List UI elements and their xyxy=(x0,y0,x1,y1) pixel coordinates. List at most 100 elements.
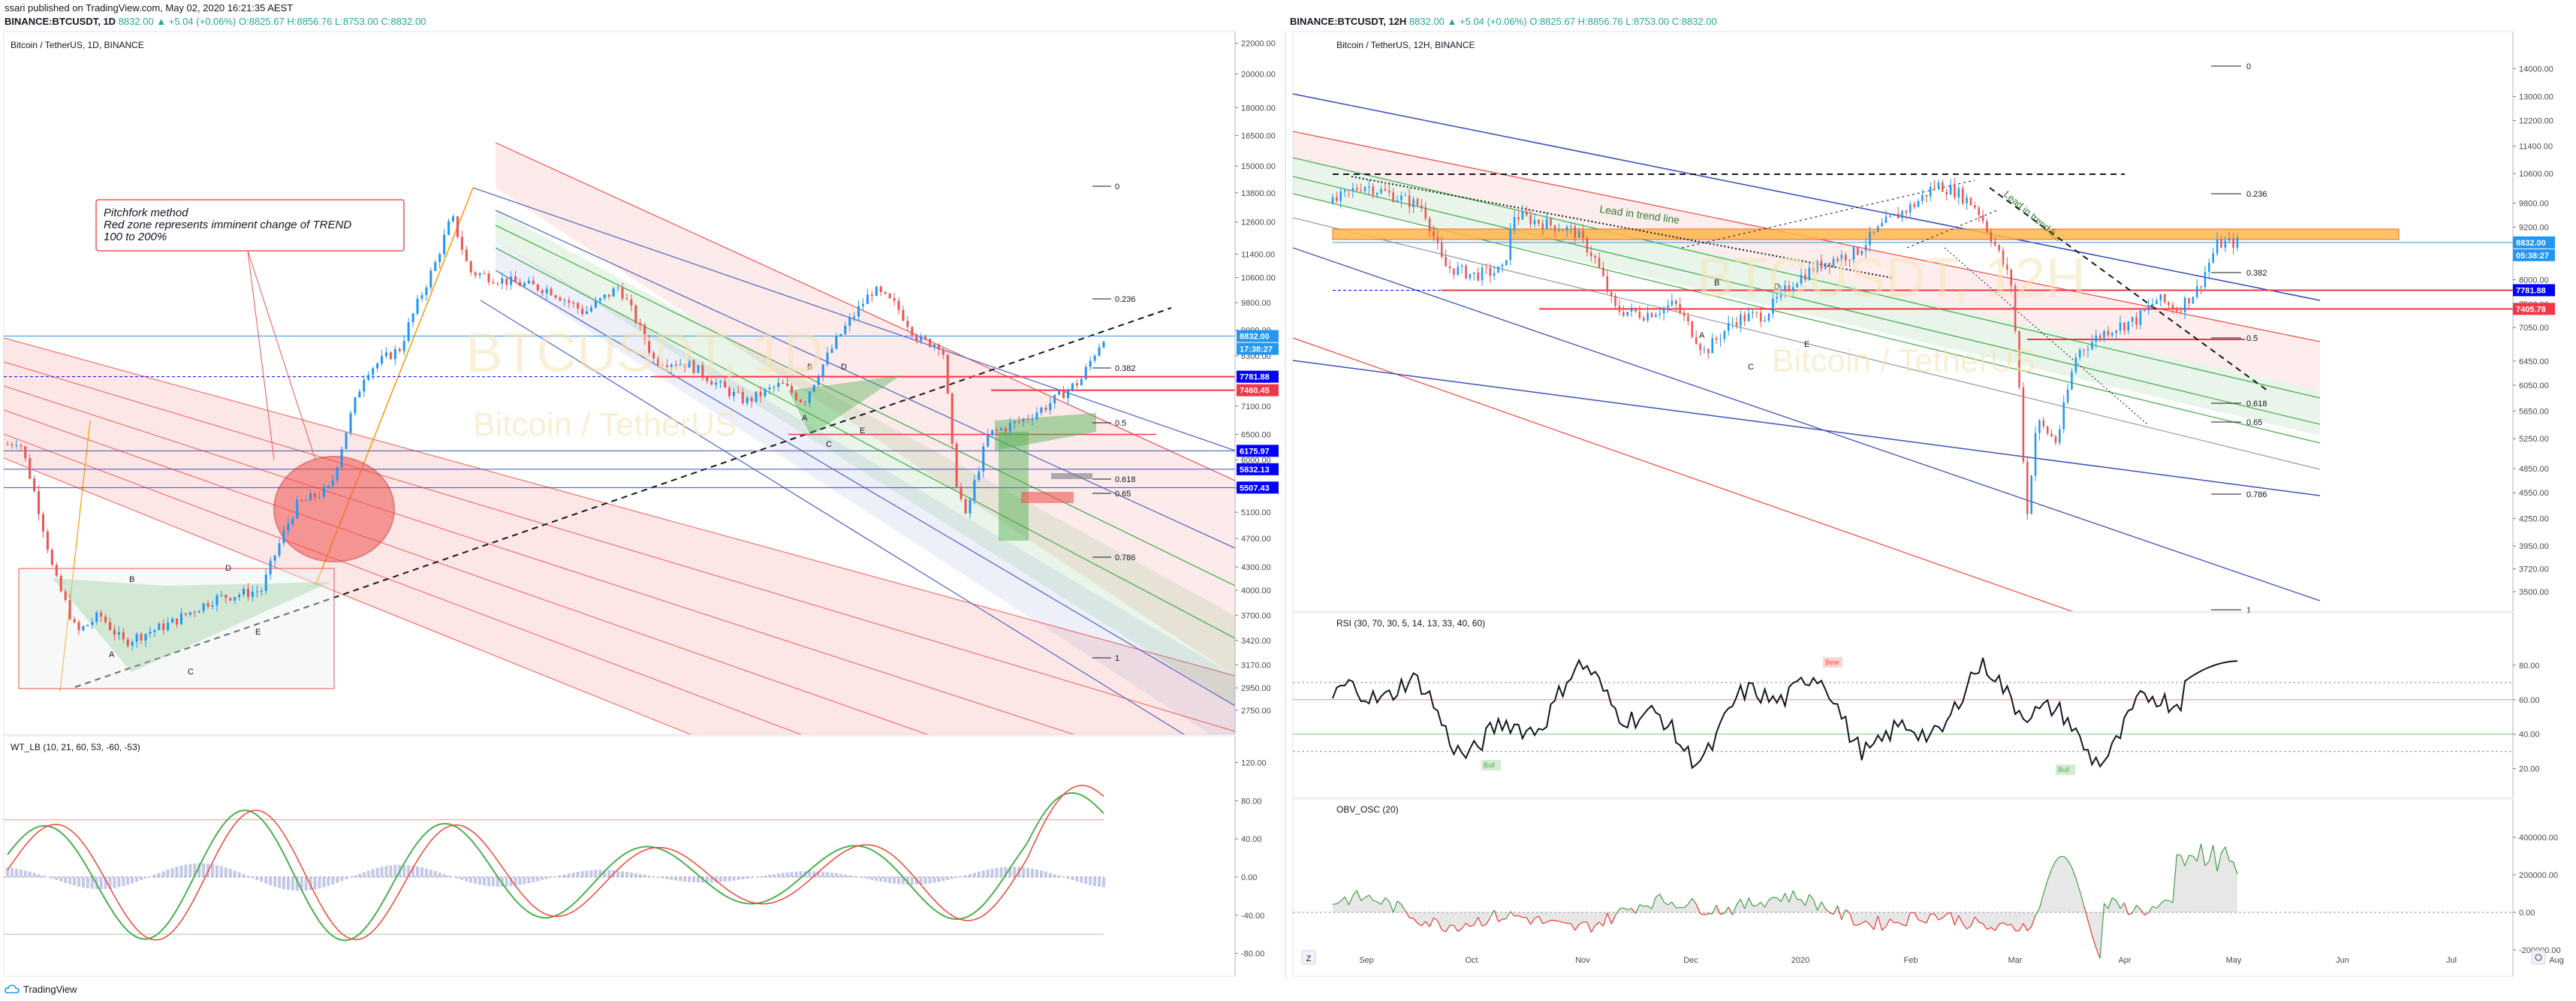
candle-body xyxy=(1752,312,1754,314)
obv-segment xyxy=(1869,924,1875,930)
obv-segment xyxy=(1457,927,1463,933)
osc-histogram-bar xyxy=(478,876,482,885)
left-price-tick-label: 4000.00 xyxy=(1241,586,1271,595)
candle-body xyxy=(2078,349,2081,357)
right-price-tick-label: 5650.00 xyxy=(2519,407,2549,416)
candle-body xyxy=(541,290,544,294)
candle-body xyxy=(340,448,343,468)
candle-body xyxy=(746,397,749,404)
right-pitchfork-drawings xyxy=(1293,93,2513,611)
candle-body xyxy=(492,282,495,284)
candle-body xyxy=(1723,330,1726,339)
candle-body xyxy=(955,443,958,487)
left-price-tag: 6175.97 xyxy=(1240,447,1270,456)
obv-segment xyxy=(1655,894,1661,898)
osc-histogram-bar xyxy=(995,867,999,877)
rsi-marker-label: Bull xyxy=(2058,766,2069,773)
candle-body xyxy=(1925,194,1928,197)
osc-histogram-bar xyxy=(237,872,241,877)
osc-histogram-bar xyxy=(50,876,54,879)
candle-body xyxy=(589,307,592,312)
osc-histogram-bar xyxy=(981,870,985,877)
candle-body xyxy=(1582,231,1584,238)
candle-body xyxy=(434,262,437,271)
candle-body xyxy=(1008,423,1011,432)
candle-body xyxy=(238,595,241,598)
candle-body xyxy=(358,391,361,398)
candle-body xyxy=(563,300,566,301)
obv-segment xyxy=(2216,852,2222,872)
osc-histogram-bar xyxy=(152,874,156,877)
osc-histogram-bar xyxy=(184,864,188,877)
obv-segment xyxy=(1400,903,1406,912)
left-fib-label: 0.618 xyxy=(1115,475,1136,484)
candle-body xyxy=(291,518,294,524)
candle-body xyxy=(1929,187,1932,197)
candle-body xyxy=(1453,268,1455,275)
obv-segment xyxy=(1687,898,1693,905)
obv-segment xyxy=(1469,924,1475,927)
candle-body xyxy=(782,382,785,384)
pitchfork-channel-line xyxy=(495,270,1235,707)
charts-canvas[interactable]: 22000.0020000.0018000.0016500.0015000.00… xyxy=(0,0,2576,978)
obv-segment xyxy=(1906,912,1911,927)
left-zoom-toggle[interactable]: Z xyxy=(1301,950,1316,965)
candle-body xyxy=(1897,213,1900,219)
left-main-pane[interactable]: 22000.0020000.0018000.0016500.0015000.00… xyxy=(3,31,1279,954)
osc-histogram-bar xyxy=(799,871,803,877)
candle-body xyxy=(2074,357,2077,372)
left-price-tick-label: 15000.00 xyxy=(1241,162,1276,171)
obv-segment xyxy=(2189,855,2193,857)
candle-body xyxy=(1913,204,1915,207)
right-fib-label: 0.236 xyxy=(2246,190,2267,199)
candle-body xyxy=(1465,265,1467,279)
obv-segment xyxy=(1700,912,1705,916)
obv-segment xyxy=(1405,910,1410,918)
candle-body xyxy=(1035,412,1038,419)
right-time-axis[interactable]: Sep Oct Nov Dec 2020 Feb Mar Apr May Jun Jul Aug xyxy=(1359,956,2564,965)
left-price-axis[interactable]: 22000.0020000.0018000.0016500.0015000.00… xyxy=(109,32,1279,734)
obv-segment xyxy=(1744,897,1749,909)
osc-histogram-bar xyxy=(420,867,423,877)
candle-body xyxy=(706,376,709,381)
obv-segment xyxy=(1598,921,1604,927)
right-rsi-pane[interactable]: Bear Bull Bull 80.00 60.00 40.00 20.00 RSI (3… xyxy=(1292,612,2540,798)
candle-body xyxy=(2054,436,2057,443)
osc-histogram-bar xyxy=(416,866,420,877)
resistance-box xyxy=(1332,228,2400,240)
left-oscillator-pane[interactable]: 120.00 80.00 40.00 0.00 -40.00 -80.00 WT_LB (… xyxy=(3,735,1267,977)
osc-histogram-bar xyxy=(741,876,745,880)
obv-segment xyxy=(1421,921,1427,927)
candle-body xyxy=(2208,262,2210,273)
left-price-tag-bg xyxy=(1237,342,1279,355)
obv-segment xyxy=(2031,915,2036,927)
right-price-tick-label: 13000.00 xyxy=(2519,93,2553,102)
candle-body xyxy=(91,622,94,626)
right-main-pane[interactable]: 14000.00 13000.00 12200.00 11400.00 10600.00… xyxy=(1292,31,2555,698)
settings-gear-icon[interactable] xyxy=(2531,950,2546,965)
osc-histogram-bar xyxy=(661,876,664,879)
obv-segment xyxy=(1610,915,1616,924)
candle-body xyxy=(1040,407,1043,413)
candle-body xyxy=(1610,291,1613,296)
left-open: O:8825.67 xyxy=(239,16,285,27)
obv-segment xyxy=(1824,908,1830,913)
candle-body xyxy=(2026,461,2029,514)
candle-body xyxy=(184,613,187,615)
left-price-tick-label: 2950.00 xyxy=(1241,684,1271,693)
left-symbol-line: BINANCE:BTCUSDT, 1D 8832.00 ▲ +5.04 (+0.… xyxy=(5,16,426,27)
candle-body xyxy=(897,300,900,310)
right-price-axis[interactable]: 14000.00 13000.00 12200.00 11400.00 10600.00… xyxy=(1699,32,2555,615)
obv-segment xyxy=(2035,908,2040,916)
osc-histogram-bar xyxy=(550,876,553,878)
candle-body xyxy=(1869,231,1871,246)
candle-body xyxy=(41,514,44,532)
tradingview-logo[interactable]: TradingView xyxy=(5,983,77,995)
right-price-tick-label: 3500.00 xyxy=(2519,588,2549,597)
osc-histogram-bar xyxy=(532,876,535,883)
candle-body xyxy=(287,523,290,531)
candle-body xyxy=(1089,360,1092,367)
obv-segment xyxy=(2172,854,2177,903)
osc-histogram-bar xyxy=(960,876,963,877)
